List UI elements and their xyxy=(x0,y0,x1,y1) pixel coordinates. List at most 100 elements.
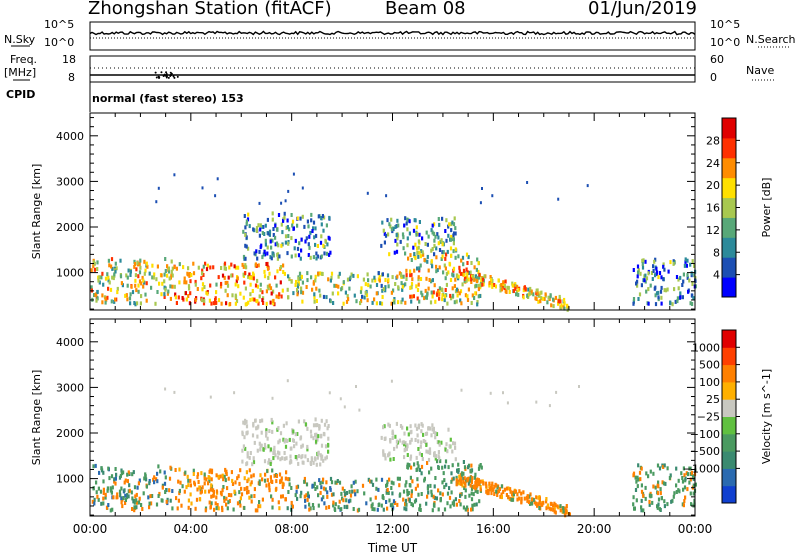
echo-cell xyxy=(395,421,398,426)
echo-cell xyxy=(298,271,302,276)
echo-cell xyxy=(270,245,273,250)
echo-cell xyxy=(640,483,643,488)
colorbar-tick-label: 28 xyxy=(706,134,720,147)
nave-dropout-point xyxy=(169,75,172,78)
echo-cell xyxy=(404,251,407,256)
echo-cell xyxy=(337,291,340,296)
echo-cell xyxy=(151,275,154,280)
nave-dropout-point xyxy=(158,76,161,79)
echo-cell xyxy=(422,252,425,257)
echo-cell xyxy=(306,278,309,283)
echo-cell xyxy=(427,490,430,495)
echo-cell xyxy=(273,445,276,450)
echo-cell xyxy=(256,448,259,453)
echo-cell xyxy=(109,486,112,491)
echo-cell xyxy=(290,236,293,241)
echo-cell xyxy=(317,493,320,498)
echo-cell xyxy=(216,177,219,181)
echo-cell xyxy=(418,232,421,237)
echo-cell xyxy=(215,495,218,500)
echo-cell xyxy=(202,273,205,277)
echo-cell xyxy=(682,466,685,471)
echo-cell xyxy=(306,447,309,452)
echo-cell xyxy=(307,242,310,247)
echo-cell xyxy=(371,482,375,487)
echo-cell xyxy=(389,457,392,462)
echo-cell xyxy=(441,242,444,247)
echo-cell xyxy=(173,390,176,394)
echo-cell xyxy=(559,508,562,513)
echo-cell xyxy=(237,474,240,479)
nave-dropout-point xyxy=(173,76,176,79)
echo-cell xyxy=(94,293,97,298)
echo-cell xyxy=(215,506,218,511)
echo-cell xyxy=(335,283,338,288)
echo-cell xyxy=(227,500,230,505)
echo-cell xyxy=(490,484,493,489)
echo-cell xyxy=(304,239,307,244)
echo-cell xyxy=(449,237,452,242)
echo-cell xyxy=(101,293,104,298)
echo-cell xyxy=(450,479,453,484)
colorbar-segment xyxy=(722,399,736,417)
echo-cell xyxy=(316,485,319,490)
echo-cell xyxy=(460,472,464,477)
echo-cell xyxy=(452,233,455,238)
echo-cell xyxy=(677,488,680,493)
echo-cell xyxy=(421,457,424,461)
echo-cell xyxy=(426,291,429,296)
echo-cell xyxy=(369,479,372,484)
echo-cell xyxy=(663,499,666,504)
echo-cell xyxy=(399,239,402,244)
colorbar-tick-label: −500 xyxy=(690,445,720,458)
echo-cell xyxy=(209,283,212,288)
echo-cell xyxy=(632,471,636,476)
echo-cell xyxy=(267,231,270,236)
echo-cell xyxy=(459,478,463,483)
echo-cell xyxy=(518,489,521,494)
echo-cell xyxy=(314,274,317,279)
echo-cell xyxy=(406,227,409,232)
echo-cell xyxy=(297,282,300,286)
echo-cell xyxy=(288,277,291,282)
echo-cell xyxy=(369,497,372,502)
echo-cell xyxy=(463,273,466,277)
echo-cell xyxy=(475,279,478,284)
echo-cell xyxy=(378,278,381,283)
echo-cell xyxy=(490,491,493,496)
echo-cell xyxy=(362,277,365,282)
echo-cell xyxy=(256,508,259,513)
echo-cell xyxy=(107,286,110,291)
echo-cell xyxy=(173,265,176,270)
echo-cell xyxy=(97,486,100,491)
echo-cell xyxy=(466,478,469,483)
echo-cell xyxy=(420,429,423,434)
echo-cell xyxy=(386,273,390,278)
echo-cell xyxy=(683,263,686,268)
echo-cell xyxy=(120,471,123,476)
echo-cell xyxy=(263,249,266,254)
echo-cell xyxy=(449,246,453,251)
echo-cell xyxy=(137,481,140,486)
echo-cell xyxy=(430,433,433,438)
echo-cell xyxy=(396,218,399,223)
echo-cell xyxy=(493,492,496,496)
echo-cell xyxy=(668,476,671,480)
echo-cell xyxy=(444,229,447,233)
echo-cell xyxy=(464,494,467,499)
echo-cell xyxy=(204,508,207,513)
echo-cell xyxy=(548,404,551,408)
echo-cell xyxy=(98,280,101,285)
echo-cell xyxy=(690,271,693,276)
echo-cell xyxy=(420,453,423,457)
echo-cell xyxy=(411,503,414,508)
echo-cell xyxy=(428,470,431,475)
colorbar-segment xyxy=(722,330,736,348)
echo-cell xyxy=(550,303,553,308)
echo-cell xyxy=(454,497,457,502)
echo-cell xyxy=(446,501,449,506)
echo-cell xyxy=(645,289,648,294)
echo-cell xyxy=(234,480,237,485)
echo-cell xyxy=(277,450,280,455)
echo-cell xyxy=(281,456,284,461)
